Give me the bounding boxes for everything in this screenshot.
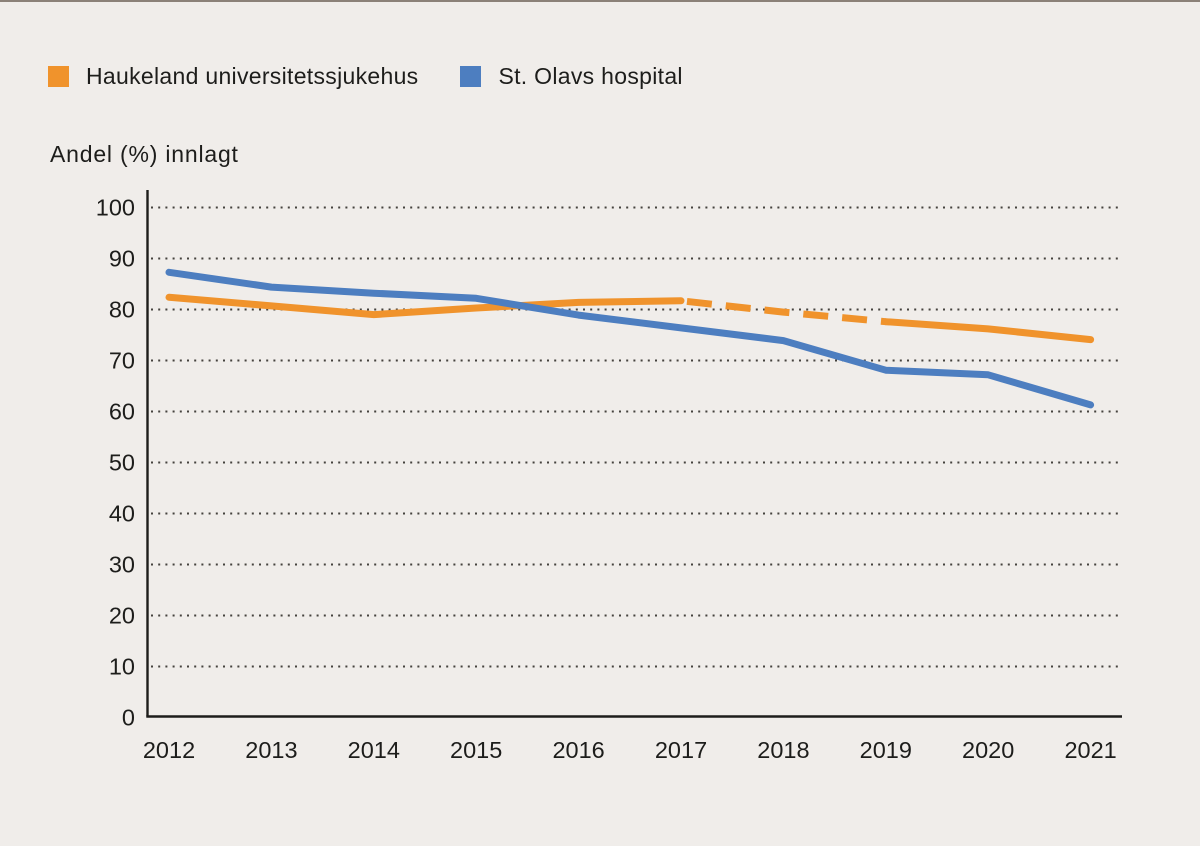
y-tick-label: 30 (109, 552, 135, 578)
legend-item-haukeland: Haukeland universitetssjukehus (48, 63, 418, 90)
legend-item-stolavs: St. Olavs hospital (460, 63, 683, 90)
series-line-st (165, 268, 1095, 409)
legend: Haukeland universitetssjukehus St. Olavs… (48, 63, 683, 90)
legend-label-haukeland: Haukeland universitetssjukehus (86, 63, 419, 89)
series-line-haukeland (165, 293, 685, 319)
x-tick-label: 2014 (348, 737, 400, 763)
legend-label-stolavs: St. Olavs hospital (498, 63, 683, 89)
x-tick-label: 2017 (655, 737, 707, 763)
y-tick-label: 60 (109, 399, 135, 425)
x-tick-label: 2013 (245, 737, 297, 763)
legend-swatch-haukeland (48, 66, 69, 87)
x-tick-label: 2012 (143, 737, 195, 763)
legend-swatch-stolavs (460, 66, 482, 87)
y-tick-label: 50 (109, 450, 135, 476)
x-tick-label: 2016 (552, 737, 604, 763)
y-tick-label: 90 (109, 246, 135, 272)
y-tick-label: 20 (109, 603, 135, 629)
y-tick-label: 80 (109, 297, 135, 323)
x-tick-label: 2018 (757, 737, 809, 763)
x-tick-label: 2019 (860, 737, 912, 763)
x-tick-label: 2020 (962, 737, 1014, 763)
x-tick-label: 2021 (1064, 737, 1116, 763)
y-tick-label: 10 (109, 654, 135, 680)
series-line-haukeland (882, 318, 1095, 344)
series-line-haukeland-dashed (680, 297, 887, 326)
y-tick-label: 70 (109, 348, 135, 374)
x-tick-label: 2015 (450, 737, 502, 763)
y-tick-label: 0 (122, 705, 135, 731)
y-axis-title: Andel (%) innlagt (50, 141, 239, 167)
y-tick-label: 40 (109, 501, 135, 527)
y-tick-label: 100 (96, 195, 135, 221)
